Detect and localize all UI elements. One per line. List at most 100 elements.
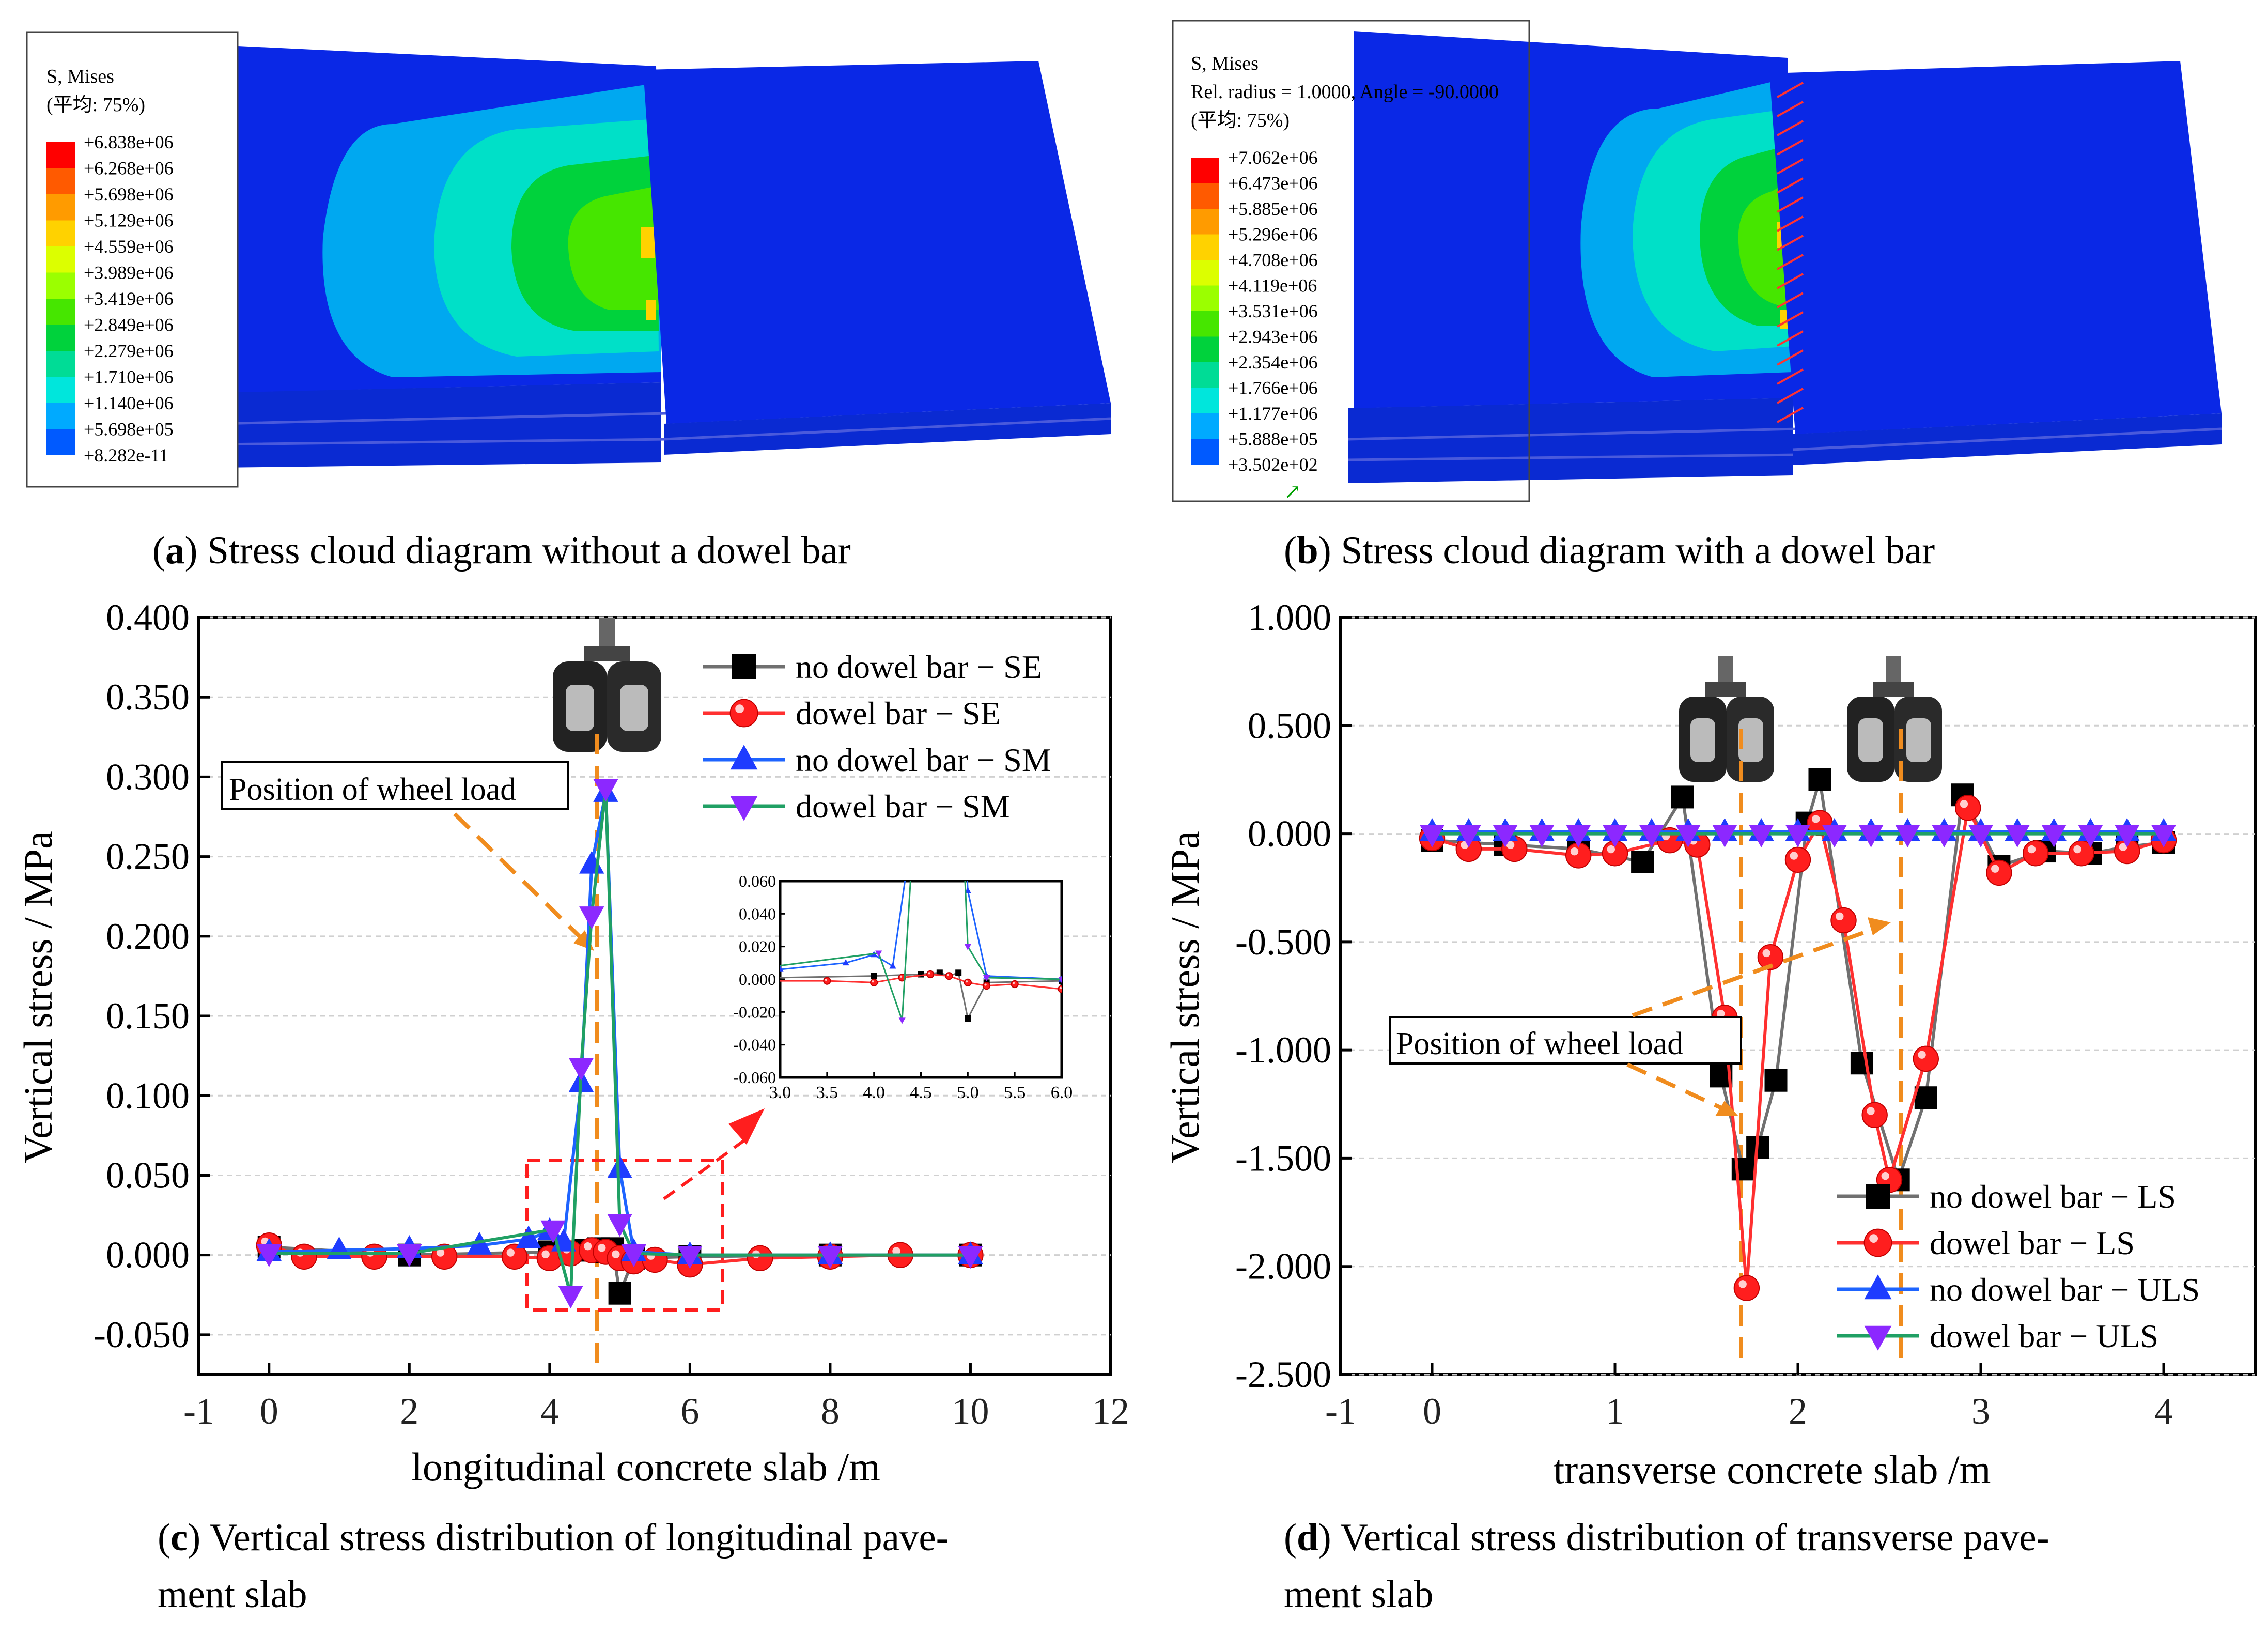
data-point-shine [1717, 1009, 1725, 1018]
annotation-c-box [221, 761, 569, 810]
data-point-shine [1762, 949, 1770, 958]
data-point [1850, 1052, 1873, 1075]
dowel-mark [1777, 82, 1804, 98]
data-point [2078, 824, 2103, 847]
data-point [1895, 824, 1920, 847]
data-point [1858, 824, 1884, 847]
data-point [2041, 824, 2067, 847]
data-point [1733, 1275, 1760, 1301]
legend-b-title3: (平均: 75%) [1191, 110, 1290, 131]
landing-gear-icon-right [1847, 656, 1942, 782]
caption-c-letter: c [170, 1516, 188, 1559]
x-tick-label: 0 [260, 1391, 278, 1432]
data-point-shine [1738, 1280, 1747, 1288]
data-point [1566, 824, 1591, 847]
inset-data-point-shine [825, 978, 827, 981]
contour-green2 [568, 186, 659, 310]
data-point [607, 1214, 632, 1237]
data-point-shine [1836, 912, 1844, 921]
annotation-d-arrow-left [1626, 1062, 1729, 1113]
legend-label: dowel bar − ULS [1930, 1318, 2158, 1354]
y-tick-label: 0.300 [106, 756, 190, 797]
dowel-mark [1777, 177, 1804, 194]
legend-swatch [46, 194, 75, 221]
annotation-c-text: Position of wheel load [229, 772, 516, 807]
legend-value: +2.279e+06 [84, 341, 174, 361]
legend-value: +6.268e+06 [84, 158, 174, 179]
data-point [1602, 824, 1628, 847]
data-point [2005, 824, 2030, 847]
data-point [1986, 859, 2012, 886]
inset-series-line [780, 971, 1062, 1021]
data-point [1764, 1069, 1788, 1092]
inset-data-point [965, 1015, 971, 1022]
caption-d-line1: (d) Vertical stress distribution of tran… [1284, 1516, 2049, 1559]
inset-data-point-shine [1012, 982, 1015, 984]
inset-data-point [823, 977, 831, 985]
x-tick-label: 0 [1423, 1391, 1441, 1432]
y-tick-label: 0.150 [106, 995, 190, 1037]
annotation-d-arrowhead-left [1715, 1101, 1738, 1116]
legend-value: +3.419e+06 [84, 288, 174, 309]
data-point-shine [1867, 1107, 1875, 1115]
caption-a-letter: a [165, 529, 185, 572]
series-line [1432, 806, 2164, 1290]
data-point [607, 1155, 632, 1178]
legend-value: +1.766e+06 [1228, 378, 1318, 398]
legend-label: no dowel bar − LS [1930, 1178, 2176, 1215]
legend-swatch [1191, 362, 1219, 388]
y-tick-label: 1.000 [1248, 597, 1331, 638]
zoom-arrowhead [728, 1108, 765, 1145]
inset-data-point [964, 978, 972, 986]
data-point [1784, 846, 1811, 873]
data-point [608, 1282, 631, 1305]
data-point [579, 906, 604, 930]
legend-swatch [1191, 234, 1219, 260]
data-point [1785, 824, 1811, 847]
legend-value: +2.354e+06 [1228, 352, 1318, 373]
data-point [256, 1244, 282, 1267]
chart-c: -1 0 2 4 6 8 10 12 -0.050 0.000 0.050 0.100 0.150 0.… [15, 597, 1129, 1616]
dowel-mark [1777, 254, 1804, 270]
inset-data-point [955, 969, 962, 976]
legend-value: +6.838e+06 [84, 132, 174, 152]
right-slab [643, 61, 1111, 424]
x-tick-label: 4 [2154, 1391, 2173, 1432]
legend-value: +1.177e+06 [1228, 403, 1318, 424]
inset-x-tick-label: 5.5 [1004, 1083, 1026, 1102]
legend-value: +2.849e+06 [84, 315, 174, 335]
x-tick-label: 4 [540, 1391, 559, 1432]
data-point [1932, 824, 1957, 847]
hotspot-2 [646, 300, 656, 320]
inset-data-point-shine [1059, 986, 1062, 989]
y-tick-label: 0.050 [106, 1154, 190, 1196]
x-tick-label: 2 [1789, 1391, 1807, 1432]
inset-data-point-shine [899, 975, 903, 978]
inset-data-point [983, 982, 991, 990]
zoom-arrow [663, 1135, 750, 1200]
inset-series [780, 881, 1062, 1024]
y-tick-label: 0.100 [106, 1075, 190, 1116]
data-point [1749, 824, 1774, 847]
legend-value: +1.710e+06 [84, 367, 174, 388]
inset-data-point-shine [966, 980, 968, 983]
data-point [1913, 1045, 1939, 1072]
data-point [568, 1058, 594, 1081]
legend-marker [1864, 1274, 1892, 1300]
chart-d-x-ticks: -1 0 1 2 3 4 [1325, 1363, 2173, 1432]
legend-b-box [1172, 20, 1530, 502]
data-point-shine [506, 1248, 515, 1257]
data-point [291, 1243, 317, 1270]
legend-swatch [46, 429, 75, 455]
data-point [1861, 1102, 1888, 1128]
legend-value: +3.502e+02 [1228, 454, 1318, 475]
inset-data-point [875, 950, 882, 957]
x-tick-label: 12 [1092, 1391, 1129, 1432]
inset-ticks: -0.060 -0.040 -0.020 0.000 0.020 0.040 0.060 3.… [733, 872, 1073, 1102]
chart-d-y-axis-label: Vertical stress / MPa [1162, 831, 1207, 1163]
legend-swatch [46, 168, 75, 194]
x-tick-label: 8 [821, 1391, 840, 1432]
caption-d-letter: d [1297, 1516, 1318, 1559]
dowel-mark [1777, 273, 1804, 289]
